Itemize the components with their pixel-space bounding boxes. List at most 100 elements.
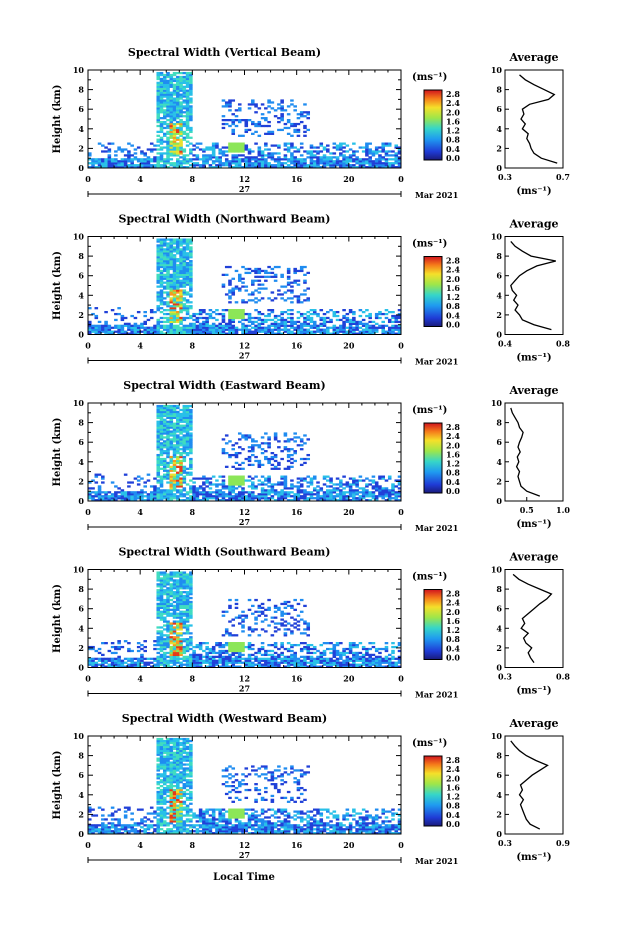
heatmap-cell	[162, 254, 167, 257]
heatmap-cell	[176, 87, 180, 90]
heatmap-cell	[169, 150, 174, 153]
heatmap-cell	[273, 297, 278, 300]
heatmap-cell	[120, 314, 125, 318]
heatmap-cell	[299, 332, 304, 335]
heatmap-cell	[237, 273, 242, 276]
heatmap-cell	[368, 330, 372, 333]
heatmap-cell	[237, 493, 242, 496]
heatmap-cell	[179, 87, 183, 90]
heatmap-cell	[247, 152, 252, 155]
heatmap-cell	[221, 309, 226, 312]
heatmap-cell	[172, 275, 177, 278]
heatmap-cell	[162, 495, 167, 498]
heatmap-cell	[280, 457, 284, 461]
heatmap-cell	[221, 146, 226, 149]
heatmap-cell	[185, 73, 190, 77]
average-y-tick-label: 2	[496, 476, 502, 486]
heatmap-cell	[182, 598, 187, 602]
heatmap-cell	[224, 661, 229, 664]
heatmap-cell	[273, 465, 278, 468]
heatmap-cell	[185, 275, 190, 278]
heatmap-cell	[397, 312, 402, 316]
heatmap-cell	[257, 107, 262, 110]
heatmap-cell	[198, 643, 203, 647]
heatmap-cell	[332, 332, 337, 335]
heatmap-cell	[371, 324, 376, 327]
heatmap-cell	[88, 162, 92, 165]
heatmap-cell	[169, 238, 174, 241]
heatmap-cell	[215, 655, 219, 658]
heatmap-cell	[176, 267, 180, 271]
heatmap-cell	[120, 491, 125, 494]
heatmap-cell	[332, 330, 337, 333]
heatmap-cell	[234, 146, 239, 149]
heatmap-cell	[234, 115, 239, 118]
heatmap-cell	[176, 142, 180, 145]
heatmap-cell	[329, 309, 333, 312]
heatmap-cell	[159, 256, 164, 259]
heatmap-cell	[244, 616, 249, 619]
heatmap-cell	[162, 115, 167, 118]
heatmap-cell	[172, 309, 177, 312]
heatmap-cell	[208, 332, 213, 335]
heatmap-cell	[264, 477, 268, 480]
heatmap-cell	[176, 265, 180, 269]
heatmap-cell	[153, 144, 157, 147]
heatmap-cell	[159, 438, 164, 441]
heatmap-cell	[179, 269, 183, 273]
heatmap-cell	[244, 130, 249, 134]
heatmap-cell	[280, 610, 284, 613]
heatmap-cell	[228, 455, 232, 459]
heatmap-cell	[189, 657, 193, 660]
heatmap-cell	[162, 126, 167, 130]
heatmap-cell	[159, 89, 164, 92]
heatmap-cell	[251, 450, 255, 453]
heatmap-cell	[172, 432, 177, 435]
heatmap-cell	[342, 328, 346, 331]
heatmap-cell	[136, 330, 141, 333]
heatmap-cell	[273, 432, 278, 435]
heatmap-cell	[182, 440, 187, 443]
heatmap-cell	[378, 146, 382, 149]
heatmap-cell	[270, 457, 275, 461]
heatmap-cell	[166, 273, 170, 276]
heatmap-cell	[247, 158, 252, 161]
heatmap-cell	[231, 444, 236, 447]
heatmap-cell	[303, 493, 307, 496]
heatmap-cell	[251, 293, 255, 296]
heatmap-cell	[384, 309, 389, 312]
heatmap-cell	[162, 303, 167, 306]
colorbar-tick-label: 0.0	[446, 320, 460, 330]
heatmap-cell	[159, 310, 164, 314]
x-tick-label: 8	[190, 507, 196, 517]
heatmap-cell	[185, 610, 190, 613]
heatmap-cell	[329, 164, 333, 167]
heatmap-cell	[277, 440, 281, 443]
heatmap-cell	[156, 95, 161, 98]
heatmap-cell	[355, 485, 359, 488]
heatmap-cell	[176, 414, 180, 418]
heatmap-cell	[156, 612, 161, 615]
heatmap-cell	[169, 432, 174, 435]
heatmap-cell	[110, 657, 115, 660]
heatmap-cell	[127, 332, 131, 335]
heatmap-cell	[218, 661, 222, 664]
heatmap-cell	[182, 293, 187, 296]
heatmap-cell	[166, 446, 170, 449]
heatmap-cell	[107, 150, 112, 153]
heatmap-cell	[169, 647, 174, 651]
heatmap-cell	[267, 624, 271, 627]
heatmap-cell	[97, 491, 102, 494]
heatmap-cell	[352, 489, 356, 492]
heatmap-cell	[185, 79, 190, 83]
heatmap-cell	[237, 275, 242, 278]
heatmap-cell	[172, 497, 177, 500]
heatmap-cell	[179, 150, 183, 153]
heatmap-cell	[241, 489, 245, 492]
heatmap-cell	[130, 332, 134, 335]
heatmap-cell	[270, 497, 275, 500]
heatmap-cell	[371, 491, 376, 494]
heatmap-cell	[162, 583, 167, 586]
heatmap-cell	[162, 103, 167, 106]
heatmap-cell	[332, 324, 337, 327]
